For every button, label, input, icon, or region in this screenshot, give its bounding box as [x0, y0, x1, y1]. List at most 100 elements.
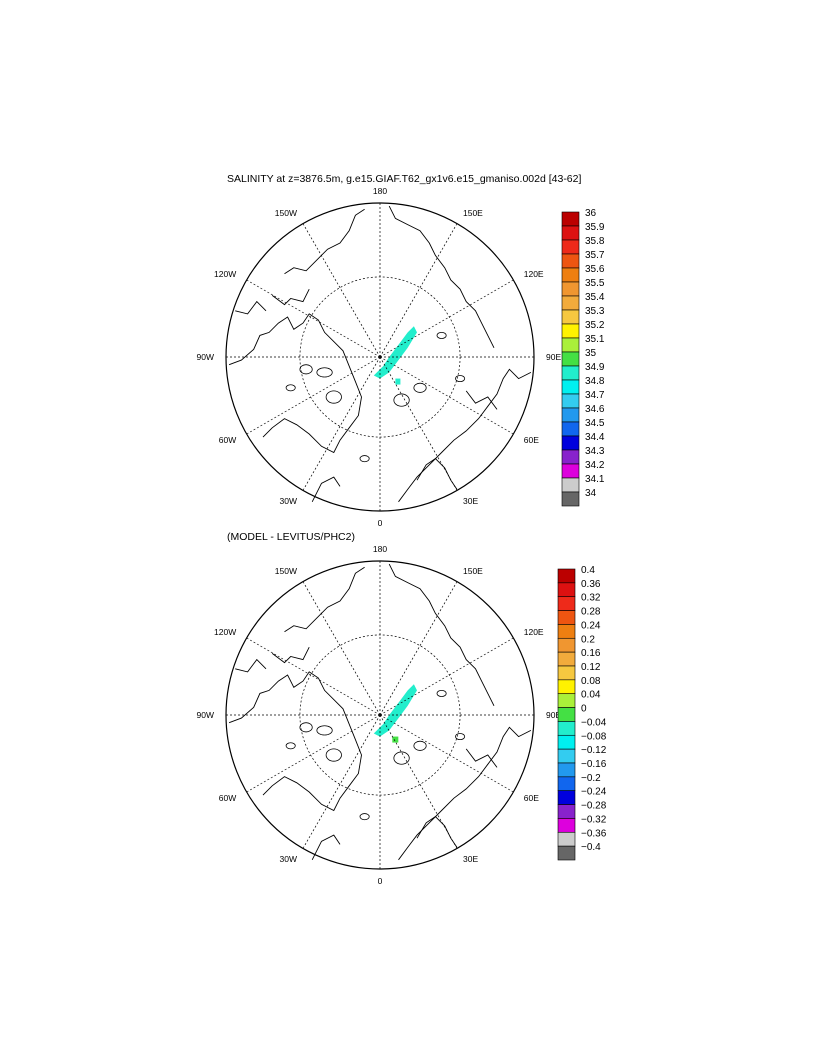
- colorbar-label: −0.16: [581, 759, 607, 770]
- meridian-line-1: [379, 581, 458, 716]
- colorbar-swatch: [561, 295, 580, 311]
- coastline-7: [271, 288, 310, 306]
- meridian-line-10: [246, 279, 381, 358]
- colorbar-label: −0.32: [581, 814, 607, 825]
- colorbar-label: 35.8: [585, 236, 605, 247]
- colorbar-swatch: [557, 651, 576, 667]
- meridian-line-5: [379, 356, 458, 491]
- colorbar-swatch: [561, 393, 580, 409]
- colorbar-swatch: [557, 637, 576, 653]
- colorbar-swatch: [561, 351, 580, 367]
- colorbar-swatch: [557, 748, 576, 764]
- colorbar-label: 0.12: [581, 662, 601, 673]
- colorbar-label: 35.9: [585, 222, 605, 233]
- colorbar-swatch: [561, 421, 580, 437]
- positive-anomaly-patch: [392, 736, 399, 743]
- colorbar-label: 0.28: [581, 607, 601, 618]
- island-4: [393, 751, 410, 765]
- coastline-4: [398, 368, 532, 503]
- coastline-3: [388, 563, 495, 707]
- colorbar-label: 34.3: [585, 446, 605, 457]
- colorbar-label: 35.6: [585, 264, 605, 275]
- colorbar-swatch: [561, 239, 580, 255]
- panel-2-title: (MODEL - LEVITUS/PHC2): [227, 531, 355, 543]
- colorbar-label: −0.28: [581, 801, 607, 812]
- colorbar-swatch: [557, 707, 576, 722]
- colorbar-label: −0.4: [581, 842, 601, 853]
- island-5: [413, 382, 427, 393]
- colorbar-label: 35.2: [585, 320, 605, 331]
- meridian-line-11: [302, 581, 381, 716]
- island-3: [299, 722, 313, 733]
- meridian-label: 60E: [524, 435, 539, 445]
- polar-map-2: 180 150E 120E 90E 60E 30E 0 30W 60W 90W 120W 150W: [197, 544, 562, 886]
- coastline-5: [416, 458, 458, 490]
- island-6: [436, 331, 447, 339]
- meridian-label: 120E: [524, 269, 544, 279]
- colorbar-swatch: [557, 776, 576, 792]
- island-8: [285, 384, 296, 392]
- panel-1-title: SALINITY at z=3876.5m, g.e15.GIAF.T62_gx…: [227, 173, 582, 185]
- meridian-line-8: [246, 714, 381, 793]
- coastline-1: [228, 671, 362, 812]
- coastline-9: [465, 748, 498, 768]
- colorbar-label: −0.12: [581, 745, 607, 756]
- colorbar-swatch: [561, 337, 580, 353]
- island-1: [325, 390, 342, 404]
- coastline-2: [284, 566, 365, 633]
- colorbar-label: 34.6: [585, 404, 605, 415]
- colorbar-swatch: [557, 831, 576, 847]
- meridian-label: 180: [373, 186, 387, 196]
- colorbar-label: 0.16: [581, 648, 601, 659]
- island-6: [436, 689, 447, 697]
- colorbar-swatch: [561, 463, 580, 479]
- meridian-label: 90E: [546, 710, 561, 720]
- meridian-label: 60E: [524, 793, 539, 803]
- meridian-label: 120E: [524, 627, 544, 637]
- meridian-line-4: [379, 356, 514, 435]
- colorbar-swatch: [557, 596, 576, 611]
- colorbar-label: 0.08: [581, 676, 601, 687]
- coastline-3: [388, 205, 495, 349]
- coastline-6: [311, 476, 341, 503]
- colorbar-swatch: [561, 477, 580, 493]
- colorbar-swatch: [557, 734, 576, 750]
- colorbar-swatch: [557, 693, 576, 708]
- meridian-label: 0: [378, 518, 383, 528]
- colorbar-swatch: [557, 610, 576, 625]
- colorbar-label: 34.8: [585, 376, 605, 387]
- colorbar-swatch: [561, 253, 580, 269]
- colorbar-label: 0.36: [581, 579, 601, 590]
- colorbar-swatch: [557, 679, 576, 695]
- colorbar-label: 35.4: [585, 292, 605, 303]
- colorbar-label: 34.4: [585, 432, 605, 443]
- colorbar-swatch: [557, 762, 576, 778]
- colorbar-label: 34.2: [585, 460, 605, 471]
- colorbar-swatch: [561, 407, 580, 423]
- colorbar-swatch: [557, 624, 576, 639]
- meridian-label: 150E: [463, 566, 483, 576]
- island-9: [455, 375, 466, 383]
- meridian-label: 150W: [275, 566, 297, 576]
- colorbar-label: 0.2: [581, 634, 595, 645]
- coastline-8: [235, 300, 267, 315]
- colorbar-swatch: [557, 582, 576, 598]
- island-4: [393, 393, 410, 407]
- colorbar-2: 0.4 0.36 0.32 0.28 0.24 0.2 0.16 0.12 0.08 0.04 0 −…: [557, 565, 607, 861]
- colorbar-label: 35.1: [585, 334, 605, 345]
- coastline-9: [465, 390, 498, 410]
- island-7: [359, 813, 370, 821]
- polar-map-1: 180 150E 120E 90E 60E 30E 0 30W 60W 90W 120W 150W: [197, 186, 562, 528]
- meridian-label: 90W: [197, 352, 214, 362]
- meridian-line-8: [246, 356, 381, 435]
- colorbar-label: 35: [585, 348, 597, 359]
- coastline-5: [416, 816, 458, 848]
- colorbar-swatch: [557, 665, 576, 681]
- colorbar-label: 34.1: [585, 474, 605, 485]
- colorbar-swatch: [561, 449, 580, 465]
- meridian-label: 120W: [214, 627, 236, 637]
- colorbar-swatch: [557, 568, 576, 584]
- colorbar-swatch: [561, 491, 580, 507]
- colorbar-label: 0.32: [581, 593, 601, 604]
